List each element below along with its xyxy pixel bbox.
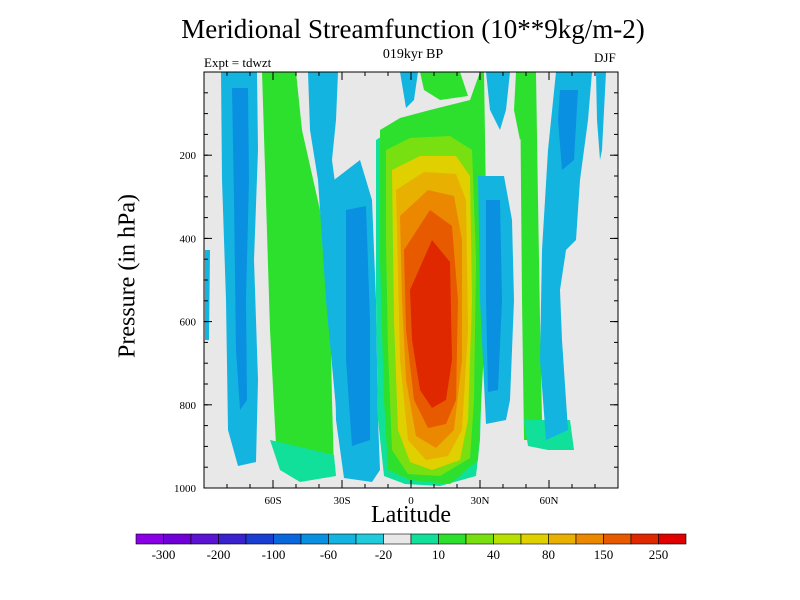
contour-top-green-patch [420, 72, 468, 100]
colorbar-label: 10 [432, 547, 445, 562]
colorbar-label: 40 [487, 547, 500, 562]
y-tick-label: 600 [180, 317, 197, 329]
contour-top-cyan-left [400, 72, 418, 108]
colorbar-swatch [438, 533, 467, 545]
x-tick-label: 0 [408, 495, 414, 507]
contour-north-green [520, 72, 542, 440]
contour-far-north-edge [205, 250, 210, 340]
colorbar-swatch [630, 533, 659, 545]
chart-title: Meridional Streamfunction (10**9kg/m-2) [181, 14, 645, 44]
colorbar-label: -100 [262, 547, 286, 562]
colorbar-swatch [300, 533, 329, 545]
y-tick-label: 200 [180, 150, 197, 162]
colorbar-label: 150 [594, 547, 614, 562]
colorbar-swatch [355, 533, 384, 545]
colorbar-swatch [493, 533, 522, 545]
colorbar-swatch [273, 533, 302, 545]
contour-north-blue-core [558, 90, 578, 170]
contour-north-cyan-core [486, 200, 502, 392]
contour-field [204, 72, 618, 488]
x-tick-label: 60S [264, 495, 281, 507]
y-tick-label: 1000 [174, 483, 197, 495]
colorbar-swatch [410, 533, 439, 545]
y-tick-label: 400 [180, 233, 197, 245]
contour-south-green-edge [270, 440, 336, 482]
colorbar-swatch [465, 533, 494, 545]
colorbar-label: -60 [320, 547, 337, 562]
colorbar-swatch [548, 533, 577, 545]
colorbar-label: -200 [207, 547, 231, 562]
chart-subtitle: 019kyr BP [382, 47, 444, 62]
x-tick-label: 30S [333, 495, 350, 507]
colorbar-label: 80 [542, 547, 555, 562]
colorbar-swatch [658, 533, 687, 545]
colorbar-swatch [135, 533, 164, 545]
colorbar-label: 250 [649, 547, 669, 562]
contour-hadley-core [410, 240, 452, 408]
x-tick-label: 30N [471, 495, 490, 507]
season-label: DJF [594, 50, 616, 65]
colorbar: -300 -200 -100 -60 -20 10 40 80 150 250 [135, 533, 687, 562]
colorbar-label: -20 [375, 547, 392, 562]
colorbar-swatch [163, 533, 192, 545]
x-axis-label: Latitude [371, 502, 451, 528]
contour-south-green [262, 72, 334, 476]
contour-north-blue [540, 72, 592, 440]
colorbar-swatch [383, 533, 412, 545]
colorbar-swatch [575, 533, 604, 545]
colorbar-swatch [218, 533, 247, 545]
x-tick-label: 60N [540, 495, 559, 507]
contour-far-north-cyan [596, 72, 606, 160]
colorbar-swatch [328, 533, 357, 545]
contour-south-blue-core [232, 88, 249, 410]
colorbar-swatch [520, 533, 549, 545]
experiment-label: Expt = tdwzt [204, 55, 272, 70]
axis-ticks: 60S 30S 0 30N 60N 200 400 600 800 1000 [174, 72, 618, 507]
colorbar-swatch [190, 533, 219, 545]
contour-north-top-cyan [486, 72, 510, 130]
y-tick-label: 800 [180, 400, 197, 412]
colorbar-swatch [245, 533, 274, 545]
contour-south-mid-blue-core [346, 206, 370, 446]
colorbar-swatch [603, 533, 632, 545]
colorbar-label: -300 [152, 547, 176, 562]
